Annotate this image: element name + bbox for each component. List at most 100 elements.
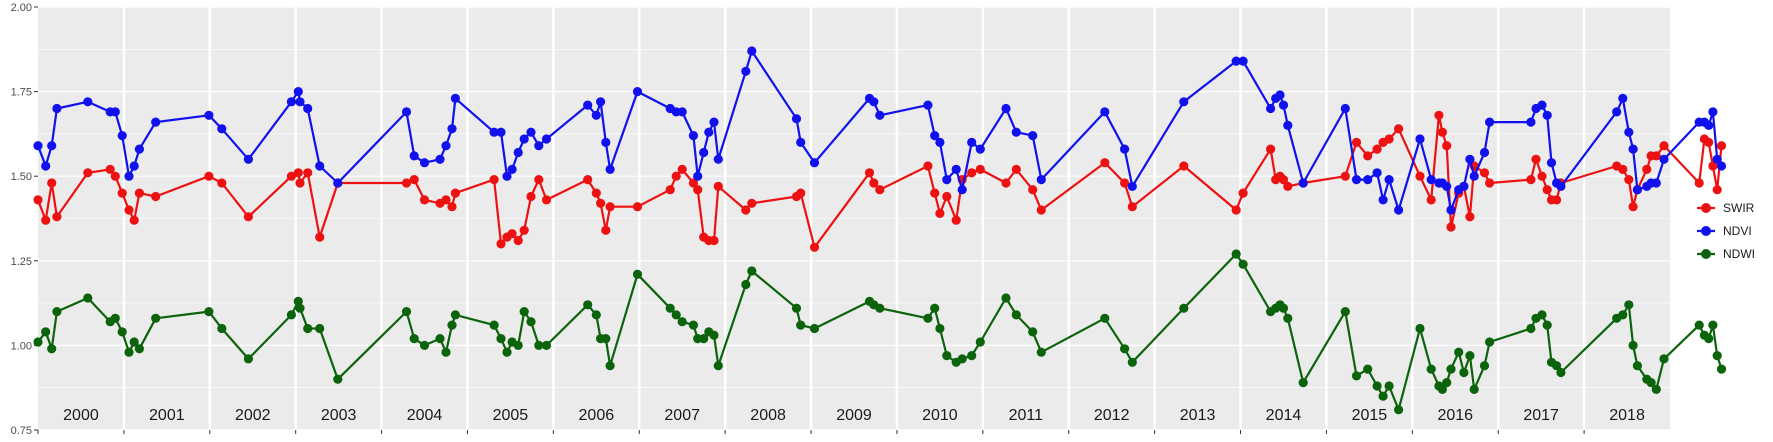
ndvi-point (1459, 181, 1469, 191)
ndwi-point (1465, 351, 1475, 361)
ndvi-point (1446, 205, 1456, 215)
ndwi-point (605, 361, 615, 371)
swir-point (665, 185, 675, 195)
ndvi-point (409, 151, 419, 161)
ndwi-point (741, 279, 751, 290)
swir-point (747, 198, 757, 208)
swir-point (1120, 178, 1130, 188)
ndwi-point (1646, 378, 1656, 388)
ndwi-point (1028, 327, 1038, 337)
swir-point (1628, 202, 1638, 212)
ndwi-point (47, 344, 57, 354)
ndvi-point (1238, 56, 1248, 66)
ndvi-point (967, 137, 977, 147)
ndwi-point (513, 340, 523, 350)
ndvi-point (315, 161, 325, 171)
swir-point (1231, 205, 1241, 215)
swir-point (632, 202, 643, 212)
swir-point (1712, 185, 1722, 195)
ndvi-point (1426, 175, 1436, 185)
ndwi-point (1127, 357, 1137, 367)
ndwi-point (601, 334, 611, 344)
swir-point (450, 188, 460, 198)
ndwi-point (52, 307, 62, 317)
year-label-2015: 2015 (1352, 407, 1388, 424)
ndvi-point (1442, 181, 1452, 191)
series-ndwi (33, 249, 1727, 415)
ndwi-point (875, 303, 885, 313)
ndwi-point (496, 334, 506, 344)
ndwi-point (124, 347, 134, 357)
swir-point (688, 178, 699, 188)
ndvi-point (677, 107, 687, 117)
ndwi-point (1415, 323, 1425, 334)
swir-point (1442, 141, 1452, 151)
swir-point (869, 178, 879, 188)
ndwi-point (1231, 249, 1241, 259)
ndwi-point (1378, 391, 1388, 401)
legend-label: NDWI (1723, 247, 1755, 261)
year-label-2012: 2012 (1094, 407, 1130, 424)
year-label-2006: 2006 (579, 407, 615, 424)
ndwi-point (1651, 384, 1661, 394)
swir-point (1100, 158, 1110, 168)
ndvi-point (151, 117, 161, 127)
ndvi-point (1266, 103, 1276, 114)
ndwi-point (1712, 351, 1722, 361)
swir-point (526, 191, 536, 202)
ndvi-point (1556, 181, 1566, 191)
swir-point (489, 175, 499, 185)
ndwi-point (1179, 303, 1189, 313)
year-label-2000: 2000 (63, 407, 99, 424)
swir-point (315, 232, 325, 242)
ndwi-point (83, 293, 93, 303)
series (33, 46, 1727, 415)
ndwi-point (1100, 313, 1110, 323)
swir-point (693, 185, 703, 195)
ndwi-point (204, 307, 214, 317)
ndvi-point (1179, 97, 1189, 107)
swir-point (741, 205, 751, 215)
swir-point (1340, 171, 1350, 181)
ndvi-point (975, 144, 985, 154)
ndwi-point (930, 303, 940, 313)
ndwi-point (713, 361, 723, 371)
swir-point (419, 195, 430, 205)
ndvi-point (303, 103, 313, 114)
ndwi-point (809, 323, 820, 334)
swir-point (1446, 222, 1456, 232)
ndvi-point (293, 87, 303, 97)
ndwi-point (923, 313, 933, 323)
ndvi-point (1351, 175, 1362, 185)
y-tick-label: 2.00 (11, 2, 32, 14)
ndvi-point (1372, 168, 1382, 178)
legend-label: SWIR (1723, 201, 1755, 215)
ndvi-point (1618, 93, 1628, 103)
ndvi-point (286, 97, 296, 107)
ndwi-point (1556, 367, 1566, 378)
ndwi-point (129, 337, 139, 347)
legend-item-ndwi: NDWI (1697, 247, 1755, 261)
ndvi-point (507, 164, 517, 174)
swir-point (975, 164, 985, 174)
swir-point (519, 225, 529, 235)
swir-point (1372, 144, 1382, 154)
swir-point (1704, 137, 1714, 147)
ndwi-point (1694, 320, 1704, 330)
ndvi-point (33, 141, 43, 151)
legend-label: NDVI (1723, 224, 1752, 238)
ndvi-point (935, 137, 945, 147)
swir-point (513, 235, 523, 246)
swir-point (47, 178, 57, 188)
swir-point (1618, 164, 1628, 174)
ndvi-point (243, 154, 253, 164)
year-label-2001: 2001 (149, 407, 185, 424)
ndwi-point (709, 330, 719, 340)
ndvi-point (1479, 147, 1490, 158)
swir-point (105, 164, 115, 174)
ndvi-point (441, 141, 451, 151)
swir-point (1465, 212, 1475, 222)
swir-point (129, 215, 139, 225)
swir-point (1485, 178, 1495, 188)
